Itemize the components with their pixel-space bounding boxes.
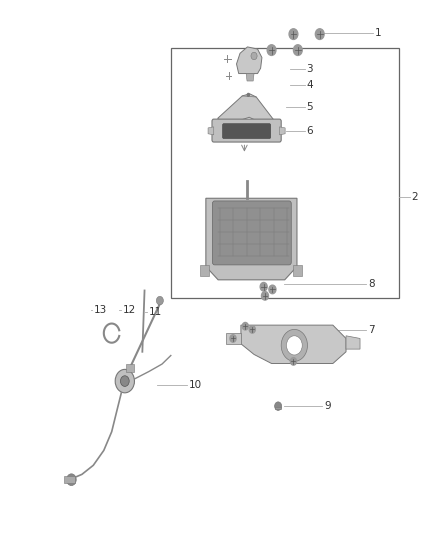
Circle shape: [261, 292, 268, 300]
Text: 4: 4: [307, 80, 313, 90]
Text: 11: 11: [149, 307, 162, 317]
Polygon shape: [218, 94, 274, 125]
Text: 5: 5: [307, 102, 313, 111]
Circle shape: [251, 52, 257, 60]
Circle shape: [242, 322, 248, 330]
Polygon shape: [279, 127, 285, 135]
Polygon shape: [206, 198, 297, 280]
Text: 12: 12: [123, 305, 136, 315]
Circle shape: [115, 369, 134, 393]
Circle shape: [249, 326, 255, 333]
Text: 1: 1: [375, 28, 381, 38]
Circle shape: [230, 335, 236, 342]
FancyBboxPatch shape: [212, 119, 281, 142]
Polygon shape: [226, 333, 241, 344]
Polygon shape: [64, 476, 75, 483]
Polygon shape: [293, 265, 302, 276]
Circle shape: [289, 29, 298, 39]
Text: 9: 9: [324, 401, 331, 411]
Polygon shape: [246, 74, 254, 81]
Circle shape: [275, 402, 282, 410]
Circle shape: [156, 296, 163, 305]
Text: 10: 10: [188, 380, 201, 390]
Polygon shape: [200, 265, 209, 276]
Polygon shape: [208, 127, 214, 135]
Circle shape: [293, 45, 302, 55]
Text: 6: 6: [307, 126, 313, 135]
Polygon shape: [275, 407, 281, 409]
Polygon shape: [241, 325, 346, 364]
Circle shape: [269, 285, 276, 294]
FancyBboxPatch shape: [223, 124, 271, 139]
Text: 8: 8: [368, 279, 374, 288]
Text: 3: 3: [307, 64, 313, 74]
Polygon shape: [346, 336, 360, 349]
Polygon shape: [126, 364, 134, 372]
Circle shape: [247, 93, 250, 97]
Text: 13: 13: [94, 305, 107, 315]
Circle shape: [286, 336, 302, 355]
Circle shape: [281, 329, 307, 361]
Text: 2: 2: [412, 192, 418, 202]
Circle shape: [315, 29, 324, 39]
Polygon shape: [237, 47, 262, 74]
Circle shape: [290, 358, 297, 365]
Circle shape: [260, 282, 267, 291]
Circle shape: [67, 474, 76, 486]
Text: 7: 7: [368, 326, 374, 335]
Circle shape: [120, 376, 129, 386]
FancyBboxPatch shape: [212, 201, 291, 265]
Circle shape: [267, 45, 276, 55]
Bar: [171, 48, 399, 298]
